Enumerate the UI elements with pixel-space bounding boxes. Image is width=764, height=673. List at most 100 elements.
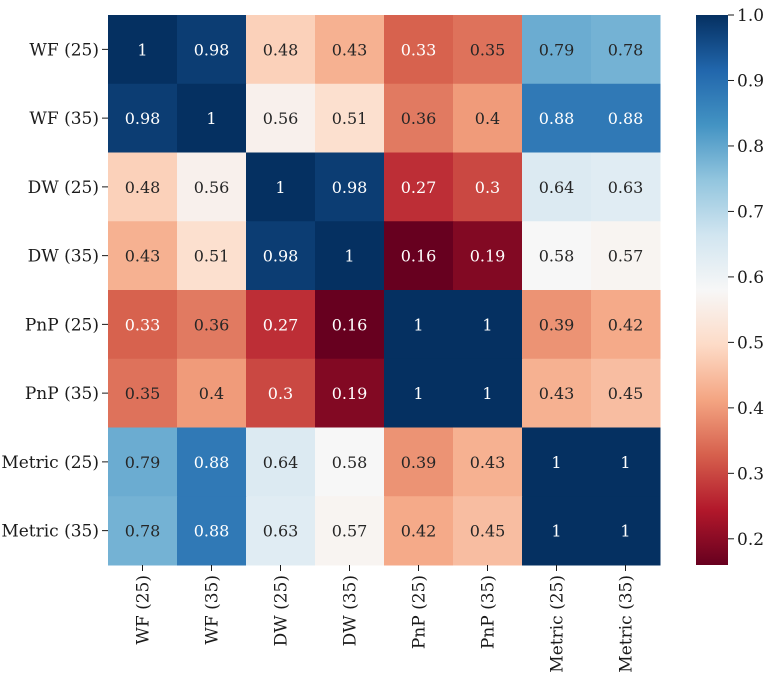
cell-label-0-1: 0.98 bbox=[194, 40, 230, 59]
cell-7-1 bbox=[177, 496, 247, 566]
cell-1-4 bbox=[384, 83, 454, 153]
cell-label-4-3: 0.16 bbox=[332, 315, 368, 334]
cell-label-2-3: 0.98 bbox=[332, 178, 368, 197]
col-label-2: DW (25) bbox=[272, 575, 292, 646]
colorbar-tick-label-0: 0.2 bbox=[737, 530, 764, 550]
cell-6-1 bbox=[177, 427, 247, 497]
cell-label-5-6: 0.43 bbox=[539, 384, 575, 403]
cell-label-3-1: 0.51 bbox=[194, 247, 230, 266]
cell-label-3-7: 0.57 bbox=[608, 247, 644, 266]
cell-label-7-7: 1 bbox=[620, 522, 630, 541]
cell-label-7-2: 0.63 bbox=[263, 522, 299, 541]
col-label-0: WF (25) bbox=[134, 575, 154, 645]
cell-6-7 bbox=[591, 427, 661, 497]
cell-2-1 bbox=[177, 152, 247, 222]
cell-1-0 bbox=[108, 83, 178, 153]
colorbar-tick-label-8: 1.0 bbox=[737, 6, 764, 26]
cell-label-0-5: 0.35 bbox=[470, 40, 506, 59]
cell-6-5 bbox=[453, 427, 523, 497]
cell-5-4 bbox=[384, 358, 454, 428]
cell-6-0 bbox=[108, 427, 178, 497]
cell-label-2-6: 0.64 bbox=[539, 178, 575, 197]
cell-5-3 bbox=[315, 358, 385, 428]
cell-3-4 bbox=[384, 221, 454, 291]
row-labels: WF (25) WF (35) DW (25) DW (35) PnP (25) PnP … bbox=[1, 40, 108, 542]
heatmap-cells: 1 0.98 0.48 0.43 0.33 0.35 0.79 0.78 0.98 1 0.56 0.… bbox=[108, 15, 661, 566]
cell-7-7 bbox=[591, 496, 661, 566]
cell-5-6 bbox=[522, 358, 592, 428]
cell-label-4-2: 0.27 bbox=[263, 315, 299, 334]
cell-2-0 bbox=[108, 152, 178, 222]
cell-label-2-2: 1 bbox=[275, 178, 285, 197]
colorbar: 0.2 0.3 0.4 0.5 0.6 0.7 0.8 0.9 1.0 bbox=[696, 6, 764, 565]
col-label-3: DW (35) bbox=[341, 575, 361, 646]
cell-6-6 bbox=[522, 427, 592, 497]
cell-label-0-3: 0.43 bbox=[332, 40, 368, 59]
colorbar-tick-label-4: 0.6 bbox=[737, 268, 764, 288]
cell-label-5-5: 1 bbox=[482, 384, 492, 403]
cell-4-3 bbox=[315, 290, 385, 360]
colorbar-tick-label-6: 0.8 bbox=[737, 137, 764, 157]
cell-5-0 bbox=[108, 358, 178, 428]
cell-2-7 bbox=[591, 152, 661, 222]
cell-0-1 bbox=[177, 15, 247, 85]
cell-label-1-3: 0.51 bbox=[332, 109, 368, 128]
column-labels: WF (25) WF (35) DW (25) DW (35) PnP (25) PnP … bbox=[134, 565, 637, 673]
cell-5-7 bbox=[591, 358, 661, 428]
cell-6-4 bbox=[384, 427, 454, 497]
cell-2-4 bbox=[384, 152, 454, 222]
cell-1-3 bbox=[315, 83, 385, 153]
cell-label-5-3: 0.19 bbox=[332, 384, 368, 403]
cell-label-6-7: 1 bbox=[620, 453, 630, 472]
cell-3-6 bbox=[522, 221, 592, 291]
row-label-7: Metric (35) bbox=[1, 522, 99, 542]
cell-1-6 bbox=[522, 83, 592, 153]
cell-label-3-3: 1 bbox=[344, 247, 354, 266]
cell-label-0-2: 0.48 bbox=[263, 40, 299, 59]
cell-label-4-6: 0.39 bbox=[539, 315, 575, 334]
colorbar-tick-label-7: 0.9 bbox=[737, 71, 764, 91]
cell-label-1-2: 0.56 bbox=[263, 109, 299, 128]
cell-5-2 bbox=[246, 358, 316, 428]
cell-4-6 bbox=[522, 290, 592, 360]
row-label-3: DW (35) bbox=[28, 247, 99, 267]
cell-label-3-4: 0.16 bbox=[401, 247, 437, 266]
col-label-7: Metric (35) bbox=[617, 575, 637, 673]
cell-7-2 bbox=[246, 496, 316, 566]
cell-2-3 bbox=[315, 152, 385, 222]
cell-label-1-5: 0.4 bbox=[475, 109, 500, 128]
cell-1-7 bbox=[591, 83, 661, 153]
cell-0-7 bbox=[591, 15, 661, 85]
cell-label-3-6: 0.58 bbox=[539, 247, 575, 266]
col-label-4: PnP (25) bbox=[410, 575, 430, 649]
row-label-4: PnP (25) bbox=[25, 315, 99, 335]
colorbar-gradient bbox=[696, 15, 728, 565]
cell-6-2 bbox=[246, 427, 316, 497]
cell-4-7 bbox=[591, 290, 661, 360]
cell-0-2 bbox=[246, 15, 316, 85]
cell-0-4 bbox=[384, 15, 454, 85]
colorbar-tick-label-5: 0.7 bbox=[737, 202, 764, 222]
cell-label-6-5: 0.43 bbox=[470, 453, 506, 472]
cell-label-4-7: 0.42 bbox=[608, 315, 644, 334]
colorbar-tick-label-2: 0.4 bbox=[737, 399, 764, 419]
cell-label-4-4: 1 bbox=[413, 315, 423, 334]
cell-label-2-7: 0.63 bbox=[608, 178, 644, 197]
cell-label-2-0: 0.48 bbox=[125, 178, 161, 197]
cell-label-3-2: 0.98 bbox=[263, 247, 299, 266]
cell-4-1 bbox=[177, 290, 247, 360]
row-label-2: DW (25) bbox=[28, 178, 99, 198]
cell-7-5 bbox=[453, 496, 523, 566]
cell-7-6 bbox=[522, 496, 592, 566]
cell-label-5-0: 0.35 bbox=[125, 384, 161, 403]
row-label-0: WF (25) bbox=[29, 40, 99, 60]
cell-3-2 bbox=[246, 221, 316, 291]
cell-label-2-5: 0.3 bbox=[475, 178, 500, 197]
cell-label-3-5: 0.19 bbox=[470, 247, 506, 266]
cell-label-1-0: 0.98 bbox=[125, 109, 161, 128]
cell-4-5 bbox=[453, 290, 523, 360]
cell-label-6-4: 0.39 bbox=[401, 453, 437, 472]
cell-label-2-1: 0.56 bbox=[194, 178, 230, 197]
cell-3-3 bbox=[315, 221, 385, 291]
